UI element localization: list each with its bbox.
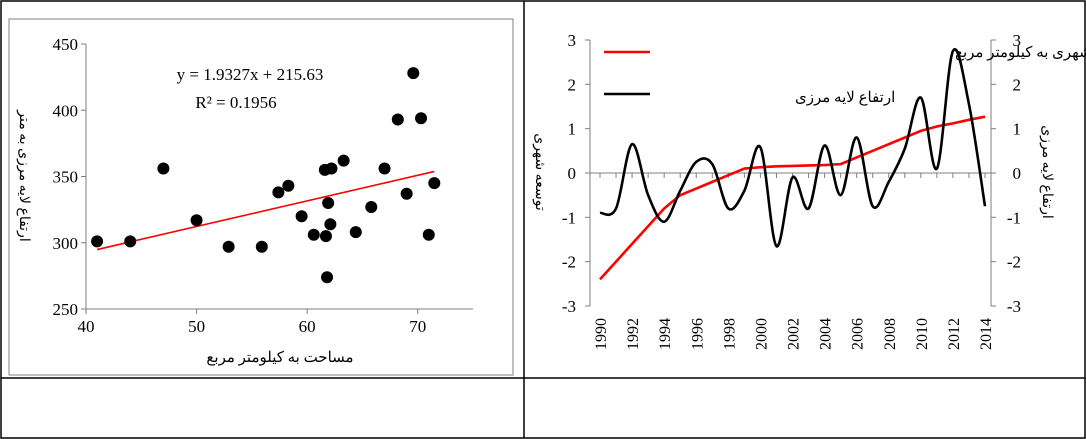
line-left-y-tick-label: -1 [562,208,576,227]
scatter-point [282,179,295,192]
line-x-tick-label: 2014 [978,318,995,350]
scatter-point [400,187,413,200]
scatter-x-tick-label: 70 [409,317,426,336]
scatter-point [307,228,320,241]
line-x-tick-label: 2002 [786,318,803,350]
scatter-point [324,218,337,231]
line-right-y-tick-label: 1 [1013,120,1022,139]
trendline-equation: y = 1.9327x + 215.63 [177,65,324,84]
scatter-point [378,162,391,175]
line-x-tick-label: 2006 [850,318,867,350]
scatter-point [272,186,285,199]
line-x-tick-label: 1994 [657,318,674,350]
line-x-tick-label: 1996 [689,318,706,350]
scatter-point [255,240,268,253]
line-x-tick-label: 1990 [593,318,610,350]
scatter-y-tick-label: 400 [53,101,79,120]
scatter-point [321,271,334,284]
scatter-point [319,230,332,243]
scatter-x-axis-title: مساحت به کیلومتر مربع [206,350,353,366]
line-x-tick-label: 1992 [625,318,642,350]
line-legend: میزان توسعه شهری به کیلومتر مربع ارتفاع … [604,45,1086,106]
boundary-layer-height-line [599,47,987,248]
line-right-y-tick-label: 2 [1013,75,1022,94]
scatter-point [190,214,203,227]
line-x-tick-label: 2000 [753,318,770,350]
line-x-tick-label: 2004 [818,318,835,350]
line-x-tick-label: 1998 [721,318,738,350]
scatter-trendline [96,170,435,251]
legend-label-boundary: ارتفاع لایه مرزی [795,90,895,106]
scatter-point [325,162,338,175]
scatter-point [415,112,428,125]
scatter-y-axis-title: ارتفاع لایه مرزی به متر [16,109,31,241]
legend-label-urban: میزان توسعه شهری به کیلومتر مربع [955,45,1086,61]
scatter-x-tick-label: 60 [299,317,316,336]
scatter-point [91,235,104,248]
line-left-y-tick-label: 2 [568,75,577,94]
line-x-tick-label: 2008 [882,318,899,350]
line-right-y-tick-label: -2 [1007,253,1021,272]
scatter-chart-area [8,18,514,376]
scatter-y-tick-label: 450 [53,35,79,54]
line-right-y-tick-label: -1 [1007,208,1021,227]
scatter-point [222,240,235,253]
scatter-point [322,197,335,209]
line-left-y-tick-label: -2 [562,253,576,272]
scatter-y-tick-label: 350 [53,168,79,187]
scatter-point [407,67,420,80]
line-left-y-tick-label: 0 [568,164,577,183]
scatter-point [295,210,308,223]
scatter-y-tick-label: 250 [53,300,79,319]
scatter-y-tick-label: 300 [53,234,79,253]
scatter-point [337,154,350,167]
line-left-y-tick-label: 1 [568,120,577,139]
scatter-point [422,228,435,241]
line-x-tick-label: 2012 [946,318,963,350]
scatter-point [157,162,170,175]
scatter-point [391,113,404,126]
line-right-y-tick-label: 3 [1013,31,1022,50]
line-right-axis-title: ارتفاع لایه مرزی [1039,125,1054,219]
line-left-axis-title: توسعه شهری [532,133,547,211]
urban-expansion-line [599,115,986,281]
line-x-tick-label: 2010 [914,318,931,350]
line-left-y-tick-label: -3 [562,297,576,316]
scatter-x-tick-label: 50 [188,317,205,336]
scatter-point [428,177,441,190]
scatter-x-tick-label: 40 [78,317,95,336]
scatter-chart: 250 300 350 400 450 40 50 60 70 y = 1.9327x + 2… [8,18,514,376]
scatter-point [365,200,378,213]
line-right-y-tick-label: -3 [1007,297,1021,316]
line-right-y-tick-label: 0 [1013,164,1022,183]
line-chart: -3 -2 -1 0 1 2 3 -3 -2 -1 0 1 2 3 1990 1992 1994 1996 19… [532,31,1086,350]
r-squared-label: R² = 0.1956 [195,93,276,112]
scatter-point [124,235,137,248]
scatter-point [349,226,362,239]
line-left-y-tick-label: 3 [568,31,577,50]
